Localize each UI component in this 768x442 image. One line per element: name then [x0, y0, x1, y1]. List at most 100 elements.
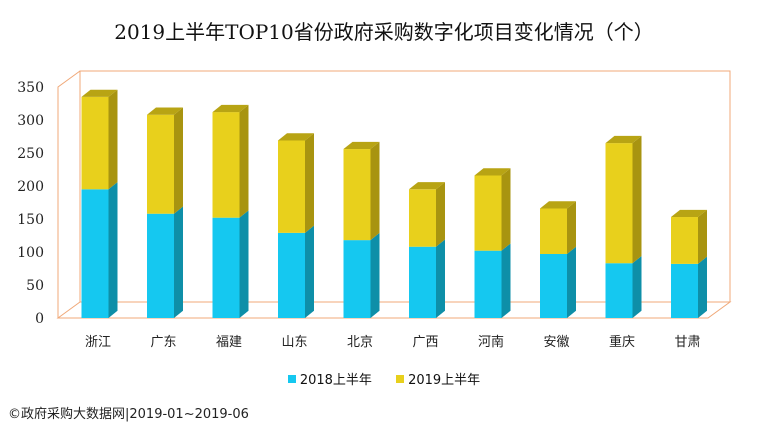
bar-front	[278, 232, 305, 318]
y-tick-label: 50	[26, 278, 44, 294]
bar-top	[409, 182, 445, 190]
bar-side	[108, 182, 118, 318]
bar-side	[305, 225, 314, 318]
bar-front	[409, 246, 436, 318]
bar-segment	[343, 232, 380, 318]
chart-title: 2019上半年TOP10省份政府采购数字化项目变化情况（个）	[114, 20, 654, 44]
bar-front	[605, 263, 633, 318]
bar-segment	[278, 225, 314, 318]
source-note: ©政府采购大数据网|2019-01~2019-06	[8, 407, 249, 422]
bar-segment	[540, 246, 576, 318]
bar-front	[540, 253, 567, 318]
y-axis-ticks: 0 50 100 150 200 250 300 350	[17, 80, 44, 327]
bar-side	[239, 210, 249, 318]
bars	[81, 89, 707, 318]
bar-front	[278, 140, 305, 233]
bar-top	[343, 141, 380, 150]
bar-segment	[474, 243, 511, 318]
x-tick-label: 广东	[150, 335, 176, 350]
y-tick-label: 0	[35, 311, 44, 327]
bar-segment	[605, 256, 642, 318]
legend-item-2018: 2018上半年	[287, 369, 372, 388]
bar-side	[567, 246, 576, 318]
x-tick-label: 河南	[478, 334, 504, 350]
bar-segment	[671, 209, 707, 264]
bar-front	[212, 112, 240, 218]
bar-front	[474, 250, 502, 318]
bar-front	[343, 149, 371, 241]
y-tick-label: 100	[17, 245, 44, 261]
bar-side	[501, 243, 511, 318]
bar-front	[409, 189, 436, 247]
legend-item-2019: 2019上半年	[396, 369, 480, 388]
legend-label-2018: 2018上半年	[299, 373, 372, 388]
bar-side	[436, 239, 445, 318]
bar-top	[278, 133, 314, 141]
x-tick-label: 北京	[347, 335, 373, 350]
bar-front	[81, 189, 109, 318]
bar-side	[108, 89, 118, 190]
bar-side	[370, 141, 380, 241]
x-tick-label: 广西	[412, 335, 438, 350]
bar-segment	[212, 210, 249, 318]
bar-front	[671, 217, 698, 264]
x-tick-label: 浙江	[85, 335, 111, 350]
bar-side	[698, 256, 707, 318]
x-tick-label: 重庆	[609, 334, 635, 350]
legend-swatch-2019	[396, 375, 405, 383]
bar-front	[343, 240, 371, 318]
x-axis-labels: 浙江 广东 福建 山东 北京 广西 河南 安徽 重庆 甘肃	[85, 334, 701, 350]
bar-side	[436, 182, 445, 247]
y-tick-label: 250	[17, 146, 44, 162]
bar-side	[174, 206, 183, 318]
bar-side	[501, 168, 511, 251]
bar-top	[540, 201, 576, 209]
bar-top	[81, 89, 118, 97]
bar-side	[239, 104, 249, 218]
legend-swatch-2018	[287, 375, 296, 383]
bar-segment	[605, 135, 642, 264]
x-tick-label: 山东	[281, 335, 307, 350]
bar-side	[632, 256, 642, 318]
bar-segment	[474, 168, 511, 251]
legend: 2018上半年 2019上半年	[0, 369, 768, 388]
bar-segment	[147, 107, 183, 214]
bar-side	[174, 107, 183, 214]
legend-label-2019: 2019上半年	[408, 373, 481, 388]
x-tick-label: 福建	[216, 335, 242, 350]
bar-front	[81, 96, 109, 190]
bar-front	[147, 114, 174, 214]
bar-side	[370, 232, 380, 318]
bar-segment	[540, 201, 576, 254]
bar-segment	[671, 256, 707, 318]
bar-side	[698, 209, 707, 264]
bar-front	[605, 143, 633, 264]
bar-segment	[343, 141, 380, 241]
bar-front	[474, 175, 502, 251]
y-tick-label: 150	[17, 212, 44, 228]
bar-segment	[81, 89, 118, 190]
bar-segment	[409, 239, 445, 318]
bar-segment	[147, 206, 183, 318]
bar-side	[305, 133, 314, 233]
bar-side	[632, 135, 642, 264]
bar-front	[671, 263, 698, 318]
bar-front	[147, 213, 174, 318]
bar-top	[212, 104, 249, 113]
y-tick-label: 200	[17, 179, 44, 195]
bar-front	[212, 217, 240, 318]
bar-top	[147, 107, 183, 115]
bar-front	[540, 208, 567, 254]
bar-segment	[409, 182, 445, 247]
bar-top	[474, 168, 511, 176]
bar-side	[567, 201, 576, 254]
x-tick-label: 安徽	[543, 335, 569, 350]
y-tick-label: 350	[17, 80, 44, 96]
y-tick-label: 300	[17, 113, 44, 129]
bar-top	[605, 135, 642, 144]
frame-left-edge	[57, 70, 81, 318]
bar-segment	[81, 182, 118, 318]
bar-segment	[278, 133, 314, 233]
bar-top	[671, 209, 707, 218]
